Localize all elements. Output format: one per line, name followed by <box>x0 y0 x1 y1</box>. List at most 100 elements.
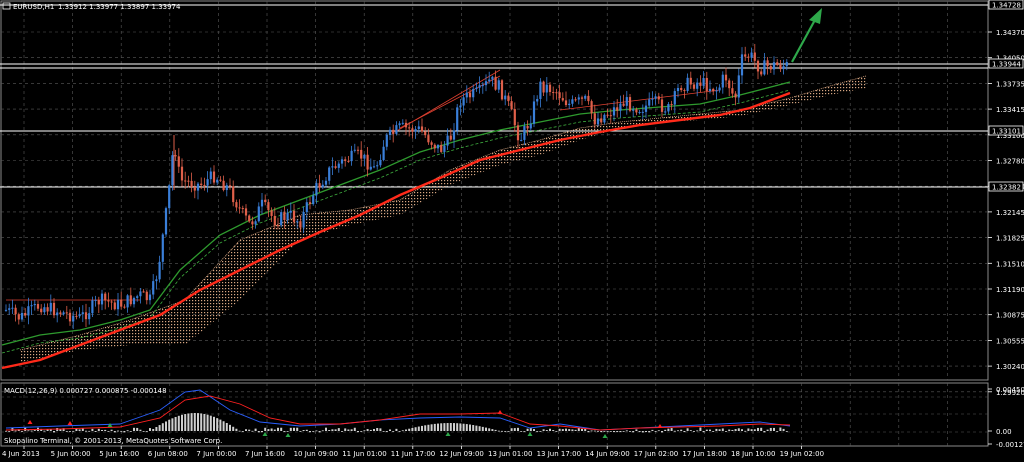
candle-bear <box>36 304 40 309</box>
candle-bull <box>379 160 382 166</box>
moving-average-green-dashed <box>1 89 791 354</box>
macd-bar <box>408 428 411 431</box>
macd-arrow-icon <box>527 432 533 436</box>
candle-bear <box>542 81 545 93</box>
candle-bear <box>145 291 148 301</box>
candle-bull <box>398 123 401 126</box>
candle-bear <box>222 180 225 191</box>
macd-bar <box>629 431 631 432</box>
time-label: 17 Jun 18:00 <box>682 450 726 458</box>
candle-bear <box>494 76 497 90</box>
candle-bear <box>356 149 360 151</box>
macd-bar <box>158 425 161 431</box>
macd-bar <box>133 427 135 431</box>
macd-bar <box>529 427 532 431</box>
candle-bull <box>545 84 548 93</box>
macd-bar <box>725 431 727 432</box>
price-tick-label: 1.31190 <box>996 286 1024 294</box>
macd-bar <box>485 427 487 431</box>
macd-bar <box>657 430 660 432</box>
macd-bar <box>561 429 564 431</box>
macd-bar <box>651 429 654 431</box>
macd-bar <box>593 430 596 432</box>
macd-bar <box>363 430 366 432</box>
macd-bar <box>229 424 231 431</box>
macd-bar <box>168 419 171 431</box>
candle-bull <box>324 180 328 185</box>
candle-bull <box>132 297 136 305</box>
macd-bar <box>565 428 567 431</box>
candle-bear <box>590 101 593 114</box>
macd-bar <box>478 426 481 431</box>
candle-bull <box>395 125 398 134</box>
candle-bear <box>555 92 558 94</box>
candle-bull <box>475 87 478 90</box>
candle-bull <box>376 165 379 167</box>
candle-bear <box>75 315 78 317</box>
price-axis: 1.343701.340501.337351.334151.331001.327… <box>988 29 1024 397</box>
candle-bear <box>17 314 20 320</box>
macd-bar <box>427 424 430 431</box>
candle-bear <box>104 293 107 301</box>
candle-bear <box>558 92 561 99</box>
macd-bar <box>462 423 465 431</box>
candle-bull <box>584 95 587 99</box>
macd-bar <box>609 431 612 432</box>
candle-bear <box>449 135 452 140</box>
time-label: 10 Jun 09:00 <box>294 450 338 458</box>
macd-signal-arrows <box>27 410 663 438</box>
candle-bear <box>46 307 49 312</box>
macd-bar <box>379 428 382 431</box>
candle-bull <box>612 107 616 116</box>
macd-bar <box>8 431 11 432</box>
macd-header: MACD(12,26,9) 0.000727 0.000875 -0.00014… <box>4 387 167 395</box>
candle-bear <box>292 210 296 222</box>
candle-bull <box>209 171 212 180</box>
macd-bar <box>94 431 97 432</box>
time-label: 5 Jun 00:00 <box>51 450 91 458</box>
candle-bull <box>196 183 200 191</box>
candle-bull <box>782 66 785 70</box>
window-menu-icon[interactable] <box>2 2 11 10</box>
candle-bull <box>484 81 488 86</box>
candle-bear <box>526 126 529 129</box>
candle-bull <box>337 163 340 168</box>
symbol-label: EURUSD,H1 <box>13 3 54 11</box>
macd-bar <box>539 431 542 432</box>
candle-bull <box>529 123 532 129</box>
time-label: 6 Jun 08:00 <box>148 450 188 458</box>
candle-bear <box>779 64 782 70</box>
price-level-tag-label: 1.33101 <box>992 128 1021 136</box>
macd-bar <box>101 429 103 431</box>
macd-bar <box>69 431 71 432</box>
candle-bear <box>404 122 408 128</box>
candle-bull <box>372 166 376 168</box>
candle-bear <box>564 100 568 106</box>
candle-bull <box>100 293 104 305</box>
price-tick-label: 1.33415 <box>996 106 1024 114</box>
macd-bar <box>353 427 356 431</box>
macd-arrow-icon <box>107 423 113 427</box>
candle-bear <box>600 118 603 123</box>
macd-bar <box>741 429 743 431</box>
candle-bear <box>561 98 564 101</box>
candle-bear <box>276 225 280 227</box>
macd-bar <box>206 414 209 431</box>
macd-bar <box>763 431 766 433</box>
candle-bull <box>504 95 507 100</box>
macd-bar <box>401 430 404 432</box>
macd-bar <box>616 431 619 433</box>
macd-bar <box>443 423 446 431</box>
macd-bar <box>517 427 519 431</box>
candle-bear <box>366 154 369 170</box>
time-label: 12 Jun 09:00 <box>439 450 483 458</box>
macd-bar <box>81 428 84 431</box>
macd-bar <box>622 431 625 432</box>
macd-bar <box>661 431 663 433</box>
candle-bear <box>238 207 241 209</box>
candle-bull <box>88 313 91 320</box>
candle-bull <box>603 114 606 123</box>
macd-bar <box>513 428 516 431</box>
macd-bar <box>129 431 132 432</box>
